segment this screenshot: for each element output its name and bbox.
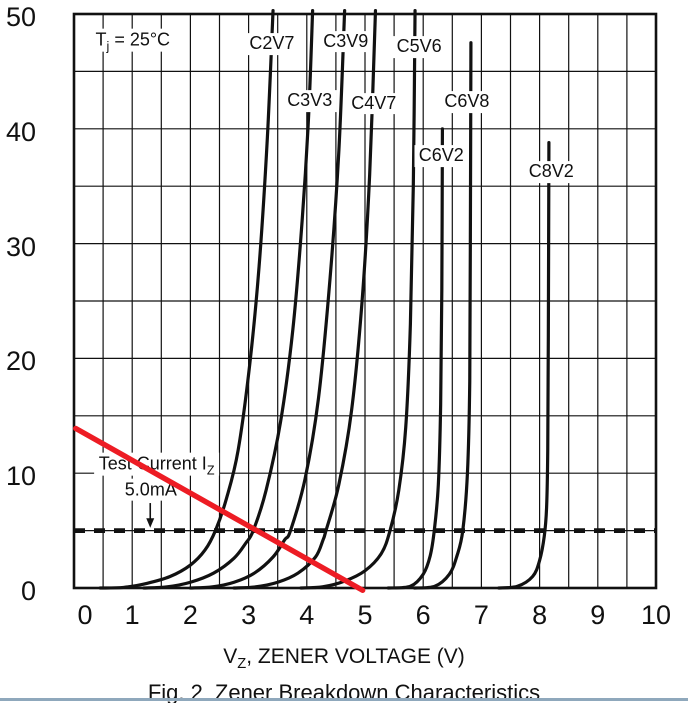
y-tick-label: 10 — [5, 461, 36, 492]
y-tick-label: 40 — [5, 116, 36, 147]
curve-c2v7 — [98, 8, 275, 590]
tj-value: = 25°C — [109, 30, 171, 51]
arrow-head-icon — [146, 518, 155, 528]
x-axis-title-text: , ZENER VOLTAGE (V) — [246, 645, 465, 668]
x-tick-label: 10 — [640, 600, 672, 630]
curve-label-c3v3: C3V3 — [283, 90, 337, 113]
x-axis-title-subscript: Z — [237, 656, 247, 673]
x-tick-label: 6 — [415, 600, 431, 630]
figure-title: Zener Breakdown Characteristics — [214, 680, 541, 703]
figure-number: Fig. 2 — [147, 680, 203, 703]
curve-label-c4v7: C4V7 — [347, 92, 401, 115]
x-tick-label: 3 — [241, 600, 257, 630]
x-axis-title: VZ, ZENER VOLTAGE (V) — [0, 645, 688, 673]
curve-label-c6v2: C6V2 — [414, 145, 468, 168]
x-tick-label: 7 — [473, 600, 489, 630]
curve-c6v8 — [412, 41, 473, 590]
curve-label-c2v7: C2V7 — [245, 32, 299, 55]
y-tick-label: 30 — [5, 231, 36, 262]
y-tick-label: 0 — [20, 576, 36, 606]
x-tick-label: 2 — [182, 600, 198, 630]
curve-c8v2 — [497, 140, 551, 590]
x-tick-label: 0 — [77, 600, 93, 630]
tj-subscript: j — [106, 39, 110, 54]
x-tick-label: 5 — [357, 600, 373, 630]
tj-text: T — [95, 30, 107, 51]
test-current-text: Test Current I — [98, 454, 207, 475]
x-tick-label: 1 — [124, 600, 140, 630]
curve-label-c6v8: C6V8 — [440, 91, 494, 114]
x-tick-label: 8 — [532, 600, 548, 630]
x-tick-label: 4 — [299, 600, 315, 630]
page-divider-rule — [0, 698, 688, 701]
curve-label-c5v6: C5V6 — [392, 36, 446, 59]
figure-caption: Fig. 2 Zener Breakdown Characteristics — [0, 680, 688, 703]
y-tick-label: 50 — [5, 2, 36, 32]
curve-label-c3v9: C3V9 — [319, 30, 373, 53]
test-current-annotation: Test Current IZ — [93, 453, 220, 478]
x-tick-label: 9 — [590, 600, 606, 630]
y-tick-label: 20 — [5, 346, 36, 377]
junction-temperature-annotation: Tj = 25°C — [90, 29, 176, 54]
curve-label-c8v2: C8V2 — [524, 161, 578, 184]
curve-c6v2 — [386, 127, 445, 590]
test-current-subscript: Z — [206, 463, 215, 478]
test-current-value: 5.0mA — [119, 478, 182, 501]
x-axis-title-symbol: V — [223, 645, 238, 668]
